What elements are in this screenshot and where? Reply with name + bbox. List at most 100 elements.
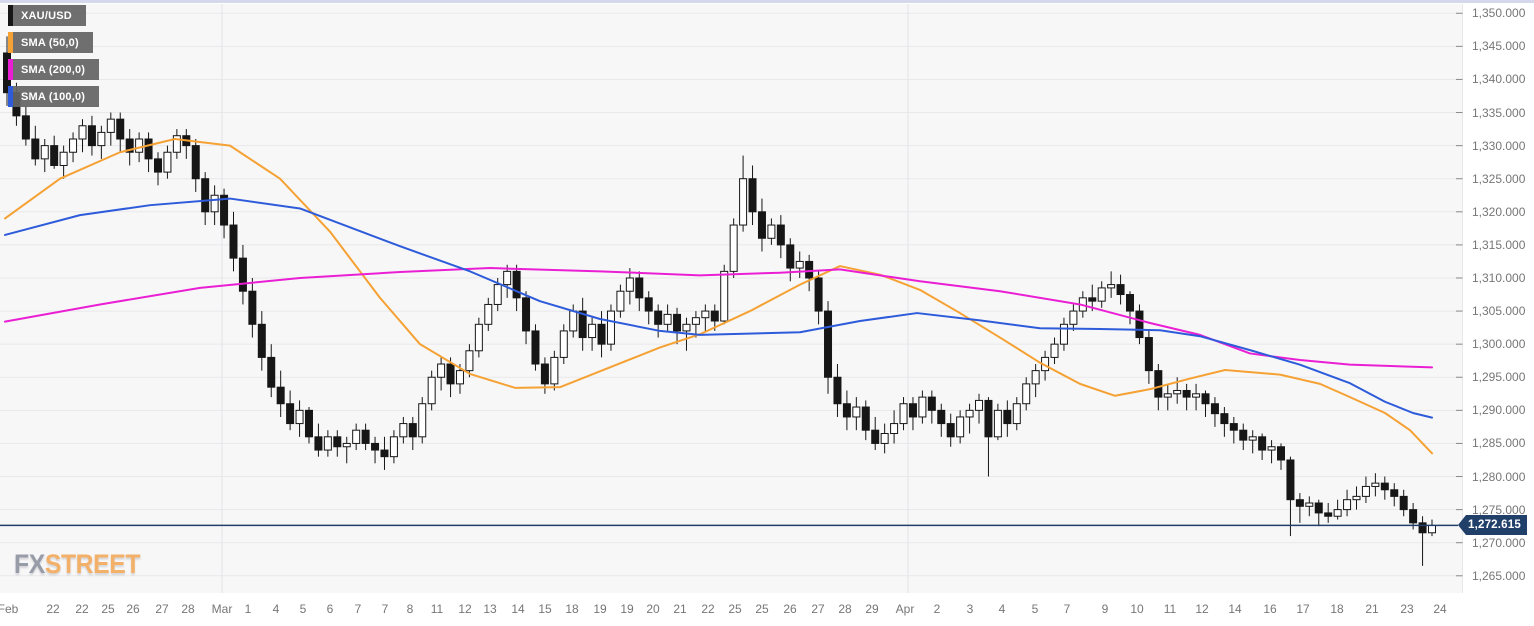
candle-down bbox=[1210, 403, 1219, 415]
candle-up bbox=[69, 138, 78, 153]
y-axis-label: 1,305.000 bbox=[1472, 304, 1526, 319]
candle-down bbox=[1295, 499, 1304, 507]
candle-up bbox=[1107, 284, 1116, 289]
x-axis-label: 5 bbox=[1031, 602, 1039, 616]
candle-up bbox=[682, 323, 691, 332]
candle-down bbox=[578, 310, 587, 339]
time-axis[interactable]: Feb 22 22 25 26 27 28 Mar 1 4 5 6 7 7 8 11 12 13 14 15 18 19 1… bbox=[0, 593, 1534, 626]
x-axis-label: 14 bbox=[511, 602, 525, 616]
price-axis[interactable]: 1,350.000 1,345.000 1,340.000 1,335.000 1,33… bbox=[1463, 3, 1534, 593]
candle-down bbox=[937, 409, 946, 425]
candle-down bbox=[1126, 294, 1135, 312]
x-axis-label: 18 bbox=[565, 602, 579, 616]
candle-up bbox=[1361, 485, 1370, 497]
candle-up bbox=[852, 406, 861, 418]
y-axis-label: 1,350.000 bbox=[1472, 6, 1526, 21]
candle-up bbox=[78, 125, 87, 140]
candle-up bbox=[1022, 383, 1031, 405]
candle-up bbox=[767, 224, 776, 239]
candle-down bbox=[304, 409, 313, 438]
x-axis-label: 23 bbox=[1400, 602, 1414, 616]
candle-down bbox=[1277, 446, 1286, 461]
x-axis-label: 19 bbox=[620, 602, 634, 616]
candle-down bbox=[861, 406, 870, 431]
x-axis-label: 27 bbox=[155, 602, 169, 616]
x-axis-label: Feb bbox=[0, 602, 19, 616]
x-axis-label: 2 bbox=[933, 602, 941, 616]
x-axis-label: 22 bbox=[46, 602, 60, 616]
candle-down bbox=[87, 125, 96, 147]
y-axis-label: 1,330.000 bbox=[1472, 138, 1526, 153]
candle-down bbox=[1380, 482, 1389, 491]
x-axis-label: 7 bbox=[381, 602, 389, 616]
candle-down bbox=[1258, 436, 1267, 451]
candle-down bbox=[522, 297, 531, 332]
candle-up bbox=[163, 151, 172, 173]
x-axis-label: Apr bbox=[895, 602, 915, 616]
y-axis-label: 1,345.000 bbox=[1472, 39, 1526, 54]
candle-down bbox=[1220, 413, 1229, 425]
indicator-badge-sma200[interactable]: SMA (200,0) bbox=[8, 59, 100, 80]
x-axis-label: 12 bbox=[1195, 602, 1209, 616]
candle-up bbox=[295, 409, 304, 425]
y-axis-label: 1,325.000 bbox=[1472, 171, 1526, 186]
candle-down bbox=[361, 429, 370, 444]
x-axis-label: 25 bbox=[728, 602, 742, 616]
candle-up bbox=[691, 317, 700, 325]
candle-up bbox=[389, 436, 398, 458]
candle-up bbox=[418, 403, 427, 438]
candle-up bbox=[465, 350, 474, 372]
candle-down bbox=[805, 260, 814, 279]
candle-up bbox=[399, 423, 408, 438]
x-axis-label: 21 bbox=[1365, 602, 1379, 616]
candle-up bbox=[1267, 446, 1276, 451]
candle-down bbox=[927, 396, 936, 411]
candle-down bbox=[1399, 495, 1408, 511]
x-axis-label: 26 bbox=[783, 602, 797, 616]
symbol-badge[interactable]: XAU/USD bbox=[8, 5, 86, 26]
candle-up bbox=[1012, 403, 1021, 425]
candle-down bbox=[191, 145, 200, 180]
y-axis-label: 1,340.000 bbox=[1472, 72, 1526, 87]
candle-up bbox=[455, 370, 464, 385]
candle-down bbox=[286, 403, 295, 425]
candle-up bbox=[427, 376, 436, 405]
indicator-badge-sma100[interactable]: SMA (100,0) bbox=[8, 86, 100, 107]
candle-down bbox=[229, 224, 238, 259]
candle-up bbox=[474, 323, 483, 352]
candle-up bbox=[569, 310, 578, 332]
sma-100-0-line bbox=[4, 197, 1433, 419]
fxstreet-watermark: FXSTREET bbox=[14, 549, 141, 580]
x-axis-label: 12 bbox=[458, 602, 472, 616]
watermark-street: STREET bbox=[44, 549, 141, 579]
candle-up bbox=[352, 429, 361, 444]
candle-down bbox=[1144, 337, 1153, 372]
x-axis-label: 21 bbox=[673, 602, 687, 616]
indicator-badge-sma50[interactable]: SMA (50,0) bbox=[8, 32, 93, 53]
candle-down bbox=[21, 115, 30, 140]
candle-down bbox=[1154, 370, 1163, 398]
candle-up bbox=[606, 310, 615, 345]
candle-down bbox=[946, 423, 955, 438]
candle-down bbox=[833, 376, 842, 405]
candle-up bbox=[1163, 393, 1172, 398]
candle-up bbox=[965, 409, 974, 418]
candle-down bbox=[1418, 522, 1427, 534]
x-axis-label: 16 bbox=[1263, 602, 1277, 616]
candle-up bbox=[484, 303, 493, 325]
y-axis-label: 1,285.000 bbox=[1472, 436, 1526, 451]
candle-up bbox=[918, 396, 927, 418]
candle-down bbox=[1286, 459, 1295, 501]
candle-down bbox=[144, 138, 153, 160]
y-axis-label: 1,335.000 bbox=[1472, 105, 1526, 120]
candle-down bbox=[1409, 509, 1418, 524]
candle-up bbox=[1305, 502, 1314, 507]
plot-background bbox=[0, 4, 1463, 593]
y-axis-label: 1,295.000 bbox=[1472, 370, 1526, 385]
candle-up bbox=[323, 436, 332, 451]
candle-up bbox=[1069, 310, 1078, 325]
candle-up bbox=[1428, 524, 1436, 534]
x-axis-label: 10 bbox=[1130, 602, 1144, 616]
x-axis-label: 7 bbox=[1063, 602, 1071, 616]
